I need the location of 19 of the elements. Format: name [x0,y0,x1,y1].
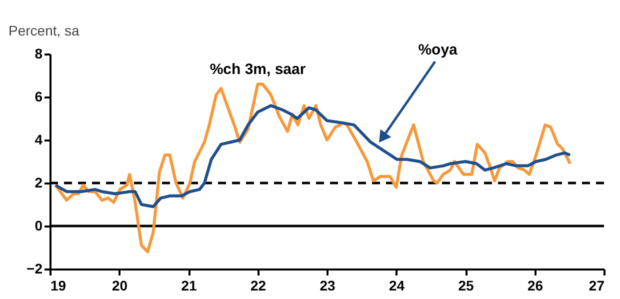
x-tick-label: 20 [112,278,128,294]
text: %oya [418,42,458,59]
y-tick-label: 2 [34,174,43,190]
x-tick-label: 25 [458,278,474,294]
x-tick-label: 22 [250,278,266,294]
series-label: %ch 3m, saar [210,61,306,78]
y-axis-title: Percent, sa [8,22,80,38]
y-tick-label: 4 [34,132,43,148]
x-tick-label: 24 [388,278,405,294]
x-tick-label: 19 [50,278,66,294]
x-tick-label: 21 [181,278,197,294]
y-tick-label: 8 [34,46,43,62]
y-tick-label: 6 [34,88,43,104]
y-tick-label: 0 [34,218,43,234]
x-tick-label: 23 [320,278,336,294]
y-tick-label: −2 [26,260,43,276]
x-tick-label: 26 [527,278,544,294]
line-series [54,104,572,208]
x-tick-label: 27 [588,278,605,294]
